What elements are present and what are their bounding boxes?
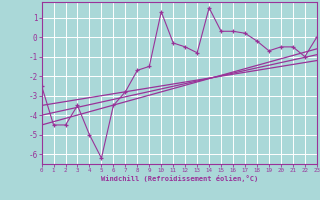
X-axis label: Windchill (Refroidissement éolien,°C): Windchill (Refroidissement éolien,°C) — [100, 175, 258, 182]
